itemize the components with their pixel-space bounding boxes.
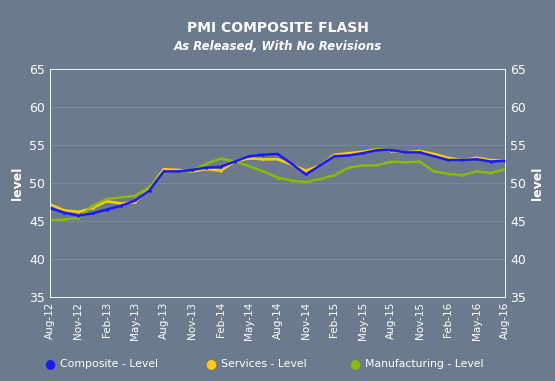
Text: ●: ●: [350, 357, 361, 370]
Text: Services - Level: Services - Level: [221, 359, 306, 369]
Text: Composite - Level: Composite - Level: [60, 359, 158, 369]
Text: PMI COMPOSITE FLASH: PMI COMPOSITE FLASH: [186, 21, 369, 35]
Text: As Released, With No Revisions: As Released, With No Revisions: [173, 40, 382, 53]
Text: ●: ●: [44, 357, 56, 370]
Text: ●: ●: [205, 357, 216, 370]
Y-axis label: level: level: [532, 166, 544, 200]
Text: Manufacturing - Level: Manufacturing - Level: [365, 359, 484, 369]
Y-axis label: level: level: [11, 166, 23, 200]
